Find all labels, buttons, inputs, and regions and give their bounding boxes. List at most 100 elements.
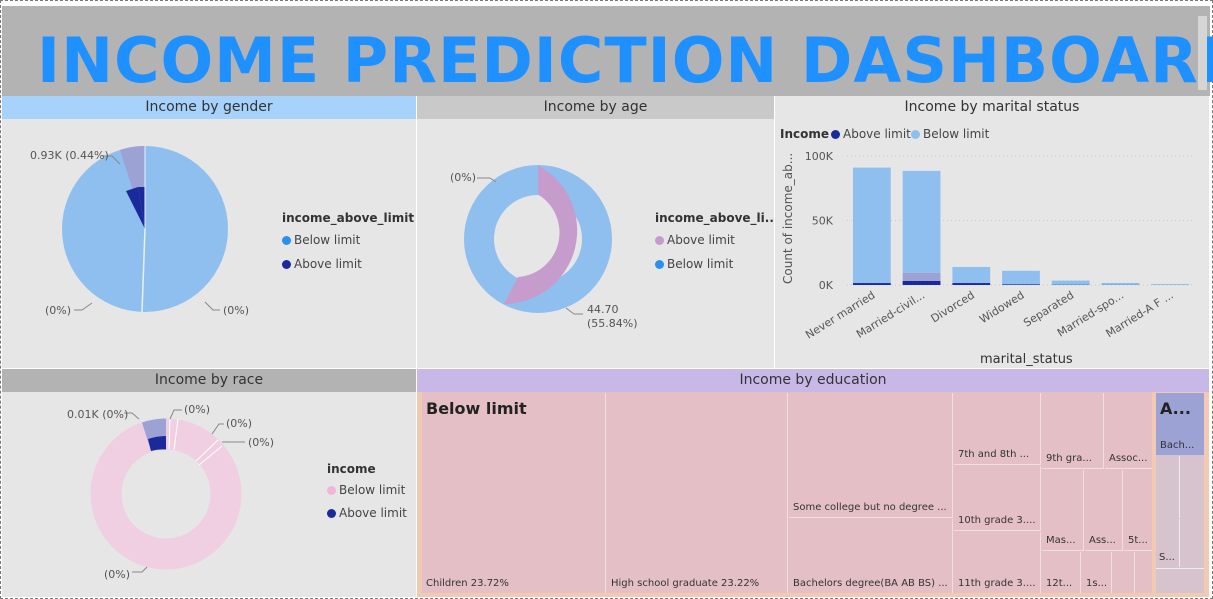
race-legend-below[interactable]: Below limit [327,483,405,497]
treemap-cell-above-s[interactable]: S... [1156,519,1180,567]
age-donut-chart[interactable]: (0%) 44.70 (55.84%) [417,119,774,368]
legend-dot-icon [655,260,664,269]
gender-leader-line [102,155,121,165]
race-label-t1: (0%) [184,403,210,416]
gender-slice-above-c[interactable] [138,187,145,229]
bar-below-limit[interactable] [1151,284,1190,285]
treemap-cell-assoc[interactable]: Assoc... [1105,393,1152,469]
gender-legend-above[interactable]: Above limit [282,257,362,271]
race-leader-line [169,409,182,420]
age-legend-below[interactable]: Below limit [655,257,733,271]
legend-label: Below limit [339,483,406,497]
treemap-cell-above-c[interactable] [1181,519,1204,567]
marital-legend-title: Income [780,127,830,141]
legend-dot-icon [282,260,291,269]
treemap-cell-g11[interactable]: 11th grade 3.... [954,532,1041,593]
bar-below-limit[interactable] [1002,270,1040,285]
race-slice-divider [173,418,179,451]
race-label-bottom: (0%) [104,568,130,581]
treemap-label-g10: 10th grade 3.... [958,515,1036,526]
treemap-cell-g12[interactable]: 12t... [1042,552,1081,593]
treemap-cell-bachelors[interactable]: Bachelors degree(BA AB BS) ... [789,519,953,593]
marital-legend-below[interactable]: Below limit [911,127,989,141]
age-leader-line [477,177,497,183]
gender-pie-chart[interactable]: 0.93K (0.44%) (0%) (0%) [2,119,416,368]
legend-dot-icon [831,130,840,139]
legend-label: Above limit [339,506,407,520]
gender-slice-above-b[interactable] [126,187,145,229]
race-legend-above[interactable]: Above limit [327,506,407,520]
treemap-cell-mas[interactable]: Mas... [1042,470,1084,551]
treemap-cell-small-a[interactable] [1113,552,1135,593]
treemap-cell-g5[interactable]: 5t... [1124,470,1152,551]
treemap-cell-above-b[interactable] [1181,456,1204,518]
treemap-cell-above-a[interactable] [1156,456,1180,518]
age-panel[interactable]: Income by age (0%) 44.70 (55.84%) income… [417,96,774,368]
gender-title: Income by gender [2,96,416,119]
legend-label: Below limit [667,257,734,271]
dashboard-title: INCOME PREDICTION DASHBOARD [37,24,1213,97]
treemap-cell-ass[interactable]: Ass... [1085,470,1123,551]
marital-panel[interactable]: Income by marital status Income Above li… [775,96,1209,368]
marital-legend-above[interactable]: Above limit [831,127,911,141]
treemap-group-label-below: Below limit [426,399,527,418]
treemap-label-ass: Ass... [1089,535,1116,546]
treemap-label-hs: High school graduate 23.22% [611,578,760,589]
gender-panel[interactable]: Income by gender 0.93K (0.44%) (0%) (0%)… [2,96,416,368]
age-label-top: (0%) [450,171,476,184]
bar-below-limit[interactable] [902,170,941,273]
race-leader-line [211,423,224,435]
treemap-cell-somecollege[interactable]: Some college but no degree ... [789,393,953,518]
race-title: Income by race [2,369,416,392]
race-slice-above-b[interactable] [148,436,166,451]
treemap-label-s: S... [1159,552,1175,563]
legend-label: Below limit [294,233,361,247]
race-leader-line [132,566,148,573]
education-panel[interactable]: Income by education Below limit Children… [417,369,1209,597]
treemap-cell-g78[interactable]: 7th and 8th ... [954,393,1041,465]
bar-above-limit[interactable] [1002,284,1040,285]
treemap-cell-above-bach[interactable]: A... Bach... [1156,393,1204,455]
treemap-label-bach: Bach... [1160,440,1195,451]
y-tick-label: 100K [805,150,834,163]
dashboard-header: INCOME PREDICTION DASHBOARD [2,6,1213,97]
y-tick-label: 0K [819,279,834,292]
age-slice-above[interactable] [504,165,578,305]
treemap-cell-g9[interactable]: 9th gra... [1042,393,1104,469]
race-panel[interactable]: Income by race 0.01K (0%) (0%) (0%) (0%)… [2,369,416,597]
age-label-pct: (55.84%) [587,317,638,330]
marital-bar-chart[interactable]: Count of income_ab... marital_status 100… [775,142,1209,368]
race-donut-chart[interactable]: 0.01K (0%) (0%) (0%) (0%) (0%) [2,392,416,597]
bar-above-limit-base[interactable] [902,281,941,285]
treemap-cell-above-d[interactable] [1156,568,1204,593]
x-tick-label: Divorced [929,289,977,326]
gender-legend-title: income_above_limit [282,211,415,225]
treemap-label-g9: 9th gra... [1046,453,1092,464]
bar-above-limit[interactable] [952,283,991,285]
treemap-cell-hs[interactable]: High school graduate 23.22% [607,393,788,593]
race-slice-divider [198,445,223,466]
treemap-label-g1: 1s... [1086,578,1108,589]
age-legend-above[interactable]: Above limit [655,233,735,247]
treemap-cell-small-b[interactable] [1136,552,1152,593]
bar-below-limit[interactable] [852,167,891,284]
treemap-cell-g1[interactable]: 1s... [1082,552,1112,593]
race-slice-divider [195,439,219,462]
gender-leader-line [74,302,93,311]
gender-legend-below[interactable]: Below limit [282,233,360,247]
scrollbar-thumb[interactable] [1198,16,1207,90]
bar-below-limit[interactable] [952,266,991,284]
age-title: Income by age [417,96,774,119]
race-slice-below[interactable] [90,418,242,570]
race-label-t2: (0%) [226,417,252,430]
bar-below-limit[interactable] [1101,282,1140,285]
legend-label: Above limit [294,257,362,271]
race-label-t3: (0%) [248,436,274,449]
treemap-cell-g10[interactable]: 10th grade 3.... [954,466,1041,531]
race-slice-divider [168,418,171,450]
bar-below-limit[interactable] [1051,280,1090,285]
treemap-label-g78: 7th and 8th ... [958,449,1030,460]
age-label-value: 44.70 [587,303,619,316]
bar-above-limit[interactable] [852,283,891,285]
treemap-cell-children[interactable]: Below limit Children 23.72% [422,393,606,593]
